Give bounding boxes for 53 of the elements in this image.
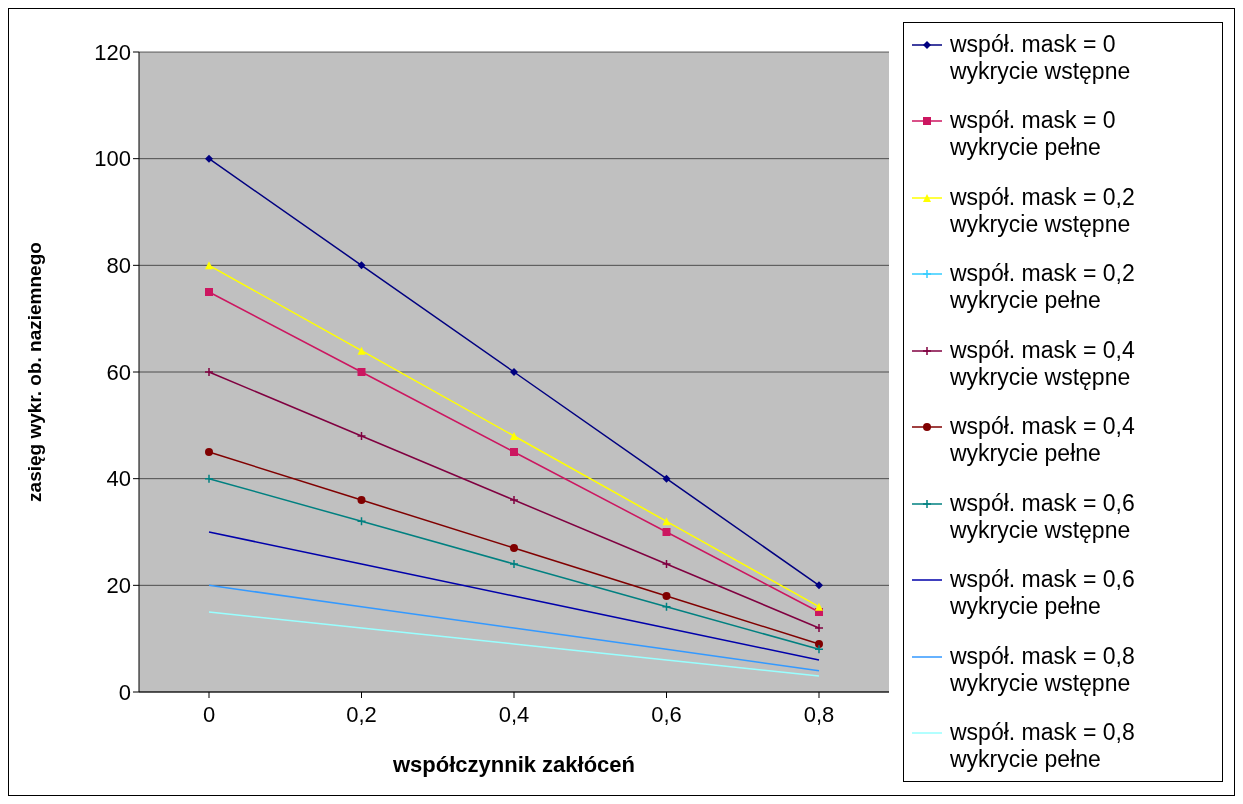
x-tick-label: 0,4 xyxy=(498,701,530,727)
point xyxy=(205,288,213,296)
point xyxy=(662,474,671,483)
point xyxy=(510,368,518,376)
y-tick-label: 40 xyxy=(106,466,131,492)
point xyxy=(204,367,214,377)
y-tick-label: 60 xyxy=(106,359,131,385)
legend-label: współ. mask = 0,4 wykrycie wstępne xyxy=(950,336,1135,391)
y-axis-title: zasięg wykr. ob. naziemnego xyxy=(23,242,45,502)
legend-label: współ. mask = 0,2 wykrycie wstępne xyxy=(950,183,1135,238)
legend-label: współ. mask = 0,6 wykrycie wstępne xyxy=(950,489,1135,544)
point xyxy=(661,559,672,569)
line-series xyxy=(208,584,820,672)
point xyxy=(662,592,671,600)
point xyxy=(509,559,519,569)
point xyxy=(357,346,366,355)
y-tick-label: 80 xyxy=(106,253,131,279)
point xyxy=(814,623,824,633)
line-series xyxy=(208,611,820,677)
point xyxy=(509,495,519,505)
point xyxy=(205,448,213,456)
y-tick-label: 0 xyxy=(118,679,131,705)
point xyxy=(205,261,213,270)
y-tick-label: 20 xyxy=(106,573,131,599)
point xyxy=(357,368,366,376)
point xyxy=(510,544,518,552)
x-tick-label: 0,2 xyxy=(346,701,377,727)
y-tick-label: 100 xyxy=(94,146,131,172)
point xyxy=(357,496,366,504)
line-series xyxy=(208,531,820,661)
y-tick-label: 120 xyxy=(94,39,131,65)
point xyxy=(510,432,518,440)
point xyxy=(204,473,214,484)
x-tick-label: 0,8 xyxy=(803,701,835,727)
legend-label: współ. mask = 0,4 wykrycie pełne xyxy=(950,413,1135,468)
legend-label: współ. mask = 0 wykrycie pełne xyxy=(950,107,1116,162)
point xyxy=(205,154,213,163)
point xyxy=(356,431,367,441)
legend-label: współ. mask = 0,8 wykrycie pełne xyxy=(950,718,1135,773)
point xyxy=(357,261,366,270)
legend-label: współ. mask = 0,8 wykrycie wstępne xyxy=(950,642,1135,697)
point xyxy=(510,448,518,456)
x-axis-title: współczynnik zakłóceń xyxy=(391,752,636,777)
point xyxy=(662,528,671,536)
point xyxy=(815,581,823,590)
x-tick-label: 0 xyxy=(202,701,216,727)
legend-label: współ. mask = 0,6 wykrycie pełne xyxy=(950,566,1135,621)
x-tick-label: 0,6 xyxy=(651,701,682,727)
legend-label: współ. mask = 0 wykrycie wstępne xyxy=(950,31,1131,85)
point xyxy=(662,517,671,526)
point xyxy=(815,602,823,611)
legend-label: współ. mask = 0,2 wykrycie pełne xyxy=(950,260,1135,315)
point xyxy=(814,644,824,655)
